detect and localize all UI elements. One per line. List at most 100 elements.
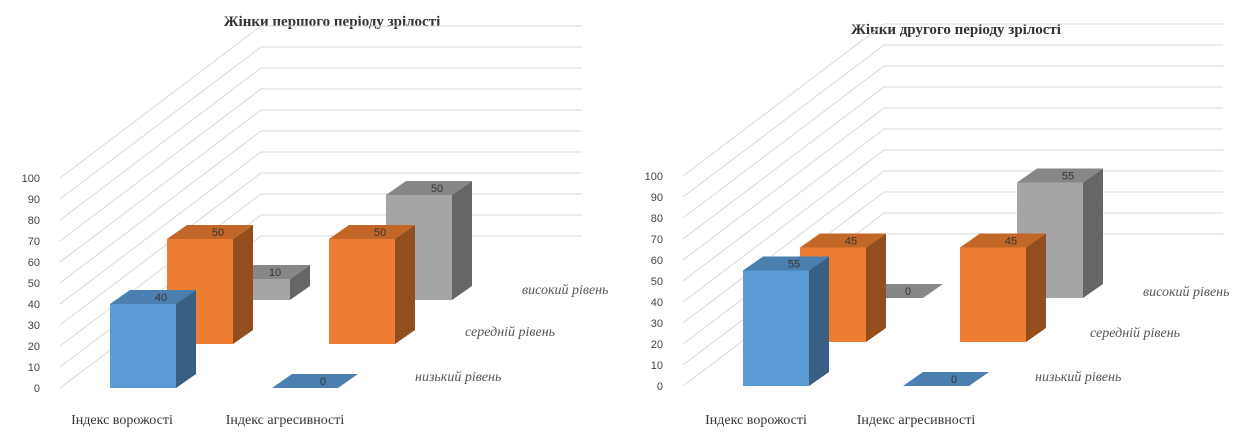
bar: 50	[329, 225, 415, 344]
data-label: 40	[155, 292, 167, 304]
bar: 0	[903, 372, 989, 386]
bar: 40	[110, 290, 196, 388]
y-tick-label: 70	[28, 236, 40, 248]
y-tick-label: 20	[651, 339, 663, 351]
data-label: 0	[320, 376, 326, 388]
bars: 0 55 45 45 55 0	[743, 168, 1103, 386]
y-tick-label: 0	[657, 381, 663, 393]
data-label: 50	[431, 183, 443, 195]
data-label: 55	[788, 259, 800, 271]
bar-front	[110, 304, 176, 388]
gridline	[682, 86, 1223, 240]
bar-front	[329, 239, 395, 344]
gridline	[59, 151, 582, 305]
bar-side	[395, 225, 415, 344]
bar-side	[290, 265, 310, 300]
gridline	[682, 107, 1223, 261]
y-tick-label: 100	[22, 173, 40, 185]
y-tick-label: 60	[28, 257, 40, 269]
y-tick-label: 20	[28, 341, 40, 353]
y-tick-label: 50	[28, 278, 40, 290]
y-tick-label: 80	[28, 215, 40, 227]
category-label: Індекс ворожості	[71, 413, 173, 428]
gridline	[682, 23, 1223, 177]
y-tick-label: 80	[651, 213, 663, 225]
x-axis: Індекс ворожості Індекс агресивності	[705, 413, 975, 428]
data-label: 55	[1062, 171, 1074, 183]
y-axis: 0 10 20 30 40 50 60 70 80 90 100	[22, 173, 40, 395]
bar-side	[1083, 168, 1103, 298]
bar: 55	[743, 256, 829, 386]
gridline	[59, 46, 582, 200]
series-label: середній рівень	[465, 325, 555, 340]
bar: 0	[272, 374, 358, 388]
category-label: Індекс агресивності	[857, 413, 976, 428]
x-axis: Індекс ворожості Індекс агресивності	[71, 413, 344, 428]
chart-right: Жінки другого періоду зрілості 0 10 20 30 40…	[645, 22, 1230, 428]
bar-top	[167, 225, 253, 239]
data-label: 50	[212, 227, 224, 239]
series-label: низький рівень	[1035, 370, 1121, 385]
bar-front	[743, 270, 809, 386]
bar-side	[233, 225, 253, 344]
bar-top	[743, 256, 829, 271]
chart-title: Жінки другого періоду зрілості	[851, 22, 1061, 38]
bar-top	[800, 233, 886, 248]
bar-top	[329, 225, 415, 239]
bar-side	[809, 256, 829, 386]
y-tick-label: 90	[651, 192, 663, 204]
bar-top	[1017, 168, 1103, 183]
y-tick-label: 90	[28, 194, 40, 206]
gridline	[682, 44, 1223, 198]
y-tick-label: 60	[651, 255, 663, 267]
bars: 10 50 50 50 40 0	[110, 181, 472, 388]
gridline	[59, 109, 582, 263]
bar-top	[386, 181, 472, 195]
y-tick-label: 40	[28, 299, 40, 311]
data-label: 0	[905, 286, 911, 298]
bar-side	[176, 290, 196, 388]
bar: 45	[960, 233, 1046, 342]
y-axis: 0 10 20 30 40 50 60 70 80 90 100	[645, 171, 663, 393]
bar-top	[272, 374, 358, 388]
data-label: 45	[1005, 236, 1017, 248]
data-label: 0	[951, 374, 957, 386]
depth-axis: низький рівень середній рівень високий рів…	[1035, 285, 1230, 385]
category-label: Індекс ворожості	[705, 413, 807, 428]
gridline	[682, 149, 1223, 303]
y-tick-label: 0	[34, 383, 40, 395]
gridline	[59, 25, 582, 179]
bar-side	[866, 233, 886, 342]
y-tick-label: 10	[651, 360, 663, 372]
gridline	[682, 65, 1223, 219]
gridline	[59, 130, 582, 284]
chart-title: Жінки першого періоду зрілості	[224, 14, 441, 30]
chart-left: Жінки першого періоду зрілості 0 10 20 30 40…	[22, 14, 609, 428]
bar-front	[960, 247, 1026, 342]
gridline	[682, 128, 1223, 282]
data-label: 10	[269, 267, 281, 279]
gridline	[59, 172, 582, 326]
category-label: Індекс агресивності	[226, 413, 345, 428]
data-label: 45	[845, 236, 857, 248]
y-tick-label: 10	[28, 362, 40, 374]
series-label: високий рівень	[522, 283, 609, 298]
y-tick-label: 50	[651, 276, 663, 288]
series-label: середній рівень	[1090, 326, 1180, 341]
bar-side	[1026, 233, 1046, 342]
y-tick-label: 40	[651, 297, 663, 309]
y-tick-label: 100	[645, 171, 663, 183]
bar-side	[452, 181, 472, 300]
series-label: низький рівень	[415, 370, 501, 385]
bar-top	[903, 372, 989, 386]
bar-top	[110, 290, 196, 304]
data-label: 50	[374, 227, 386, 239]
y-tick-label: 70	[651, 234, 663, 246]
depth-axis: низький рівень середній рівень високий рів…	[415, 283, 609, 385]
bar-top	[960, 233, 1046, 248]
series-label: високий рівень	[1143, 285, 1230, 300]
y-tick-label: 30	[651, 318, 663, 330]
gridline	[59, 67, 582, 221]
gridline	[59, 88, 582, 242]
